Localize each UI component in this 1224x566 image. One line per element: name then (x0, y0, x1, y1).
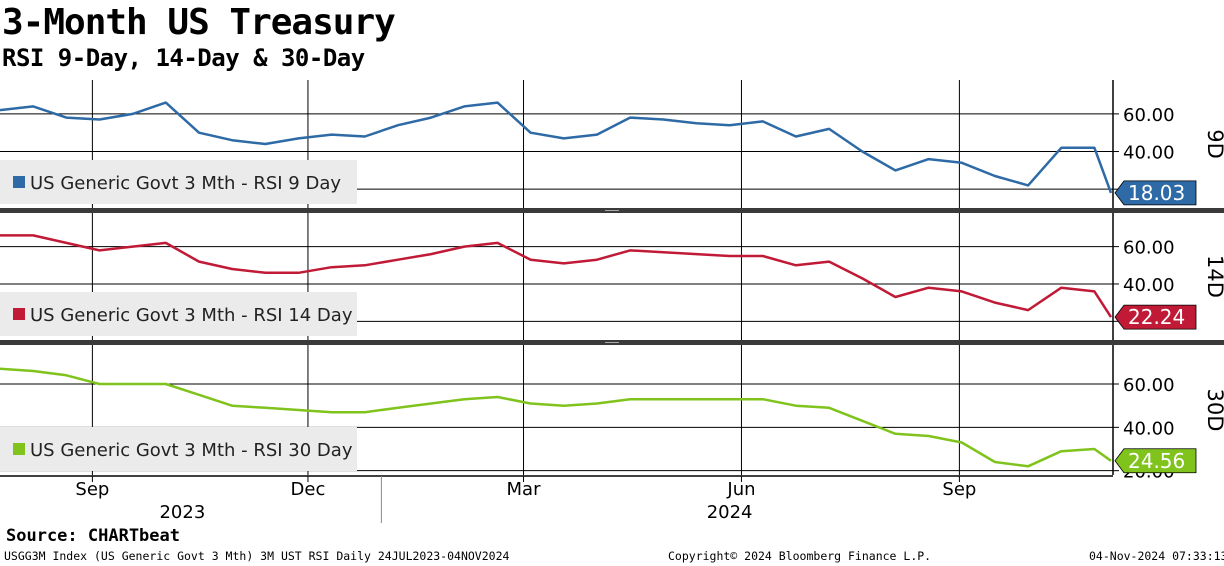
rsi30-legend-swatch (13, 443, 25, 455)
source-note: Source: CHARTbeat (6, 526, 180, 546)
rsi30-ytick-label-2: 60.00 (1123, 375, 1175, 396)
x-tick-label-1: Dec (291, 479, 326, 500)
rsi9-legend-swatch (13, 176, 25, 188)
x-tick-label-0: Sep (75, 479, 109, 500)
rsi9-ytick-label-1: 40.00 (1123, 143, 1175, 164)
rsi9-legend-label: US Generic Govt 3 Mth - RSI 9 Day (30, 173, 341, 194)
rsi9-ytick-label-2: 60.00 (1123, 105, 1175, 126)
rsi14-last-value: 22.24 (1128, 305, 1185, 329)
rsi9-panel-label: 9D (1203, 129, 1224, 159)
chart-title: 3-Month US Treasury (2, 2, 396, 43)
rsi9-legend-box (0, 160, 357, 204)
rsi14-legend-box (0, 292, 357, 336)
rsi14-legend-swatch (13, 308, 25, 320)
rsi9-series-line (0, 101, 1113, 194)
copyright-note: Copyright© 2024 Bloomberg Finance L.P. (668, 549, 932, 563)
rsi30-legend-label: US Generic Govt 3 Mth - RSI 30 Day (30, 440, 353, 461)
timestamp: 04-Nov-2024 07:33:13 (1089, 549, 1224, 563)
rsi14-panel-label: 14D (1203, 255, 1224, 298)
rsi30-last-value: 24.56 (1128, 449, 1185, 473)
rsi30-legend-box (0, 427, 357, 471)
rsi9-last-value: 18.03 (1128, 181, 1185, 205)
rsi14-series-line (0, 234, 1113, 318)
year-label-1: 2024 (707, 502, 753, 523)
rsi14-ytick-label-2: 60.00 (1123, 238, 1175, 259)
x-tick-label-4: Sep (942, 479, 976, 500)
rsi30-last-value-badge (1114, 448, 1197, 474)
chart-subtitle: RSI 9-Day, 14-Day & 30-Day (2, 44, 365, 72)
x-tick-label-2: Mar (507, 479, 542, 500)
rsi14-last-value-badge (1114, 304, 1197, 330)
x-tick-label-3: Jun (726, 479, 755, 500)
rsi30-ytick-label-1: 40.00 (1123, 418, 1175, 439)
rsi14-legend-label: US Generic Govt 3 Mth - RSI 14 Day (30, 305, 353, 326)
rsi30-series-line (0, 367, 1112, 468)
rsi30-panel-label: 30D (1203, 389, 1224, 432)
year-label-0: 2023 (159, 502, 205, 523)
rsi9-last-value-badge (1114, 180, 1197, 206)
index-info: USGG3M Index (US Generic Govt 3 Mth) 3M … (4, 549, 510, 563)
rsi14-ytick-label-1: 40.00 (1123, 275, 1175, 296)
